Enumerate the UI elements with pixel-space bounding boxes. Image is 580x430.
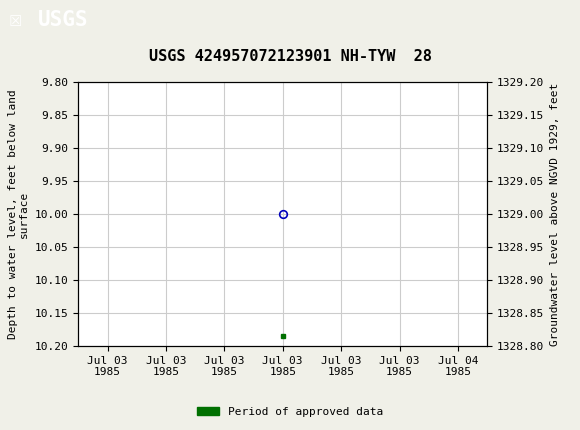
- Legend: Period of approved data: Period of approved data: [193, 402, 387, 421]
- Y-axis label: Depth to water level, feet below land
surface: Depth to water level, feet below land su…: [8, 89, 29, 339]
- Y-axis label: Groundwater level above NGVD 1929, feet: Groundwater level above NGVD 1929, feet: [550, 82, 560, 346]
- Text: ☒: ☒: [9, 10, 22, 30]
- Text: USGS: USGS: [38, 10, 88, 30]
- Text: USGS 424957072123901 NH-TYW  28: USGS 424957072123901 NH-TYW 28: [148, 49, 432, 64]
